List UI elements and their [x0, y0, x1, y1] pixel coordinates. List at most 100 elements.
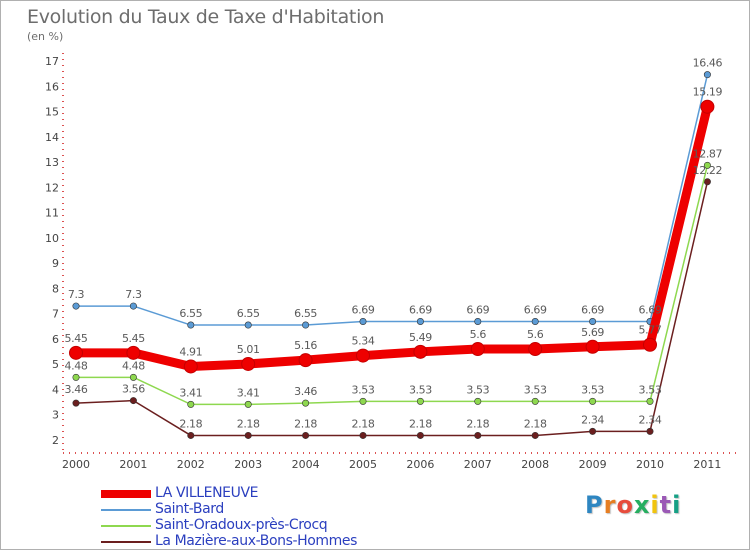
- logo-letter: r: [603, 491, 617, 519]
- data-point: [470, 342, 485, 357]
- data-label: 6.55: [237, 307, 260, 320]
- data-point: [359, 317, 367, 325]
- legend-item: Saint-Bard: [101, 501, 401, 518]
- data-point: [646, 397, 654, 405]
- data-label: 4.91: [179, 345, 202, 358]
- data-point: [302, 431, 310, 439]
- data-label: 3.53: [409, 383, 432, 396]
- x-tick-label: 2007: [464, 458, 492, 471]
- legend-swatch: [101, 541, 151, 543]
- data-label: 6.69: [352, 303, 375, 316]
- data-point: [359, 397, 367, 405]
- data-label: 2.18: [237, 417, 260, 430]
- data-point: [72, 373, 80, 381]
- data-point: [531, 397, 539, 405]
- data-point: [298, 353, 313, 368]
- series-line: [75, 181, 709, 437]
- data-label: 5.6: [470, 328, 487, 341]
- data-point: [474, 397, 482, 405]
- data-label: 3.53: [581, 383, 604, 396]
- data-label: 2.18: [352, 417, 375, 430]
- data-point: [416, 317, 424, 325]
- data-label: 15.19: [693, 86, 723, 99]
- x-tick-label: 2009: [579, 458, 607, 471]
- data-point: [589, 427, 597, 435]
- chart-title: Evolution du Taux de Taxe d'Habitation: [27, 6, 385, 28]
- data-label: 3.46: [65, 383, 88, 396]
- y-tick-label: 17: [45, 55, 59, 68]
- proxiti-logo: Proxiti: [585, 491, 681, 519]
- legend-item: Saint-Oradoux-près-Crocq: [101, 517, 401, 534]
- y-tick-label: 9: [52, 257, 59, 270]
- x-tick-label: 2000: [62, 458, 90, 471]
- data-label: 5.01: [237, 343, 260, 356]
- data-label: 3.53: [352, 383, 375, 396]
- data-point: [589, 397, 597, 405]
- data-label: 4.48: [65, 359, 88, 372]
- y-tick-label: 4: [52, 383, 59, 396]
- data-point: [416, 431, 424, 439]
- y-tick-label: 10: [45, 232, 59, 245]
- logo-letter: i: [650, 491, 660, 519]
- data-point: [72, 399, 80, 407]
- data-label: 5.45: [122, 332, 145, 345]
- series-line: [76, 74, 709, 326]
- data-label: 3.41: [179, 386, 202, 399]
- data-label: 5.69: [581, 326, 604, 339]
- data-point: [703, 178, 711, 186]
- x-tick-label: 2002: [177, 458, 205, 471]
- legend-swatch: [101, 525, 151, 527]
- y-tick-label: 7: [52, 308, 59, 321]
- y-tick-label: 16: [45, 80, 59, 93]
- data-point: [700, 99, 715, 114]
- x-tick-label: 2004: [292, 458, 320, 471]
- data-label: 5.49: [409, 331, 432, 344]
- legend-label: Saint-Bard: [155, 501, 224, 517]
- data-point: [187, 321, 195, 329]
- data-label: 2.18: [524, 417, 547, 430]
- data-point: [244, 321, 252, 329]
- data-point: [413, 344, 428, 359]
- data-label: 2.34: [581, 413, 604, 426]
- x-tick-label: 2011: [693, 458, 721, 471]
- data-label: 3.46: [294, 385, 317, 398]
- data-label: 2.18: [466, 417, 489, 430]
- data-point: [359, 431, 367, 439]
- data-label: 3.41: [237, 386, 260, 399]
- data-label: 6.69: [524, 303, 547, 316]
- data-label: 4.48: [122, 359, 145, 372]
- data-label: 3.53: [524, 383, 547, 396]
- y-tick-label: 13: [45, 156, 59, 169]
- data-point: [703, 161, 711, 169]
- y-tick-label: 2: [52, 434, 59, 447]
- data-point: [183, 359, 198, 374]
- y-tick-label: 14: [45, 131, 59, 144]
- data-label: 3.53: [466, 383, 489, 396]
- data-label: 12.22: [693, 164, 723, 177]
- series-line: [76, 105, 712, 371]
- data-label: 6.55: [179, 307, 202, 320]
- data-label: 6.69: [581, 303, 604, 316]
- data-point: [129, 397, 137, 405]
- data-point: [531, 431, 539, 439]
- x-tick-label: 2010: [636, 458, 664, 471]
- data-label: 5.16: [294, 339, 317, 352]
- data-point: [129, 373, 137, 381]
- logo-letter: i: [672, 491, 682, 519]
- data-label: 5.77: [639, 324, 662, 337]
- data-label: 6.69: [466, 303, 489, 316]
- series-line: [76, 165, 709, 406]
- data-label: 16.46: [693, 57, 723, 70]
- data-point: [129, 302, 137, 310]
- data-point: [474, 317, 482, 325]
- logo-letter: t: [659, 491, 673, 519]
- data-point: [126, 345, 141, 360]
- data-label: 5.6: [527, 328, 544, 341]
- legend-item: LA VILLENEUVE: [101, 485, 401, 502]
- data-point: [187, 400, 195, 408]
- y-tick-label: 6: [52, 333, 59, 346]
- data-point: [585, 339, 600, 354]
- y-tick-label: 15: [45, 106, 59, 119]
- data-label: 2.18: [179, 417, 202, 430]
